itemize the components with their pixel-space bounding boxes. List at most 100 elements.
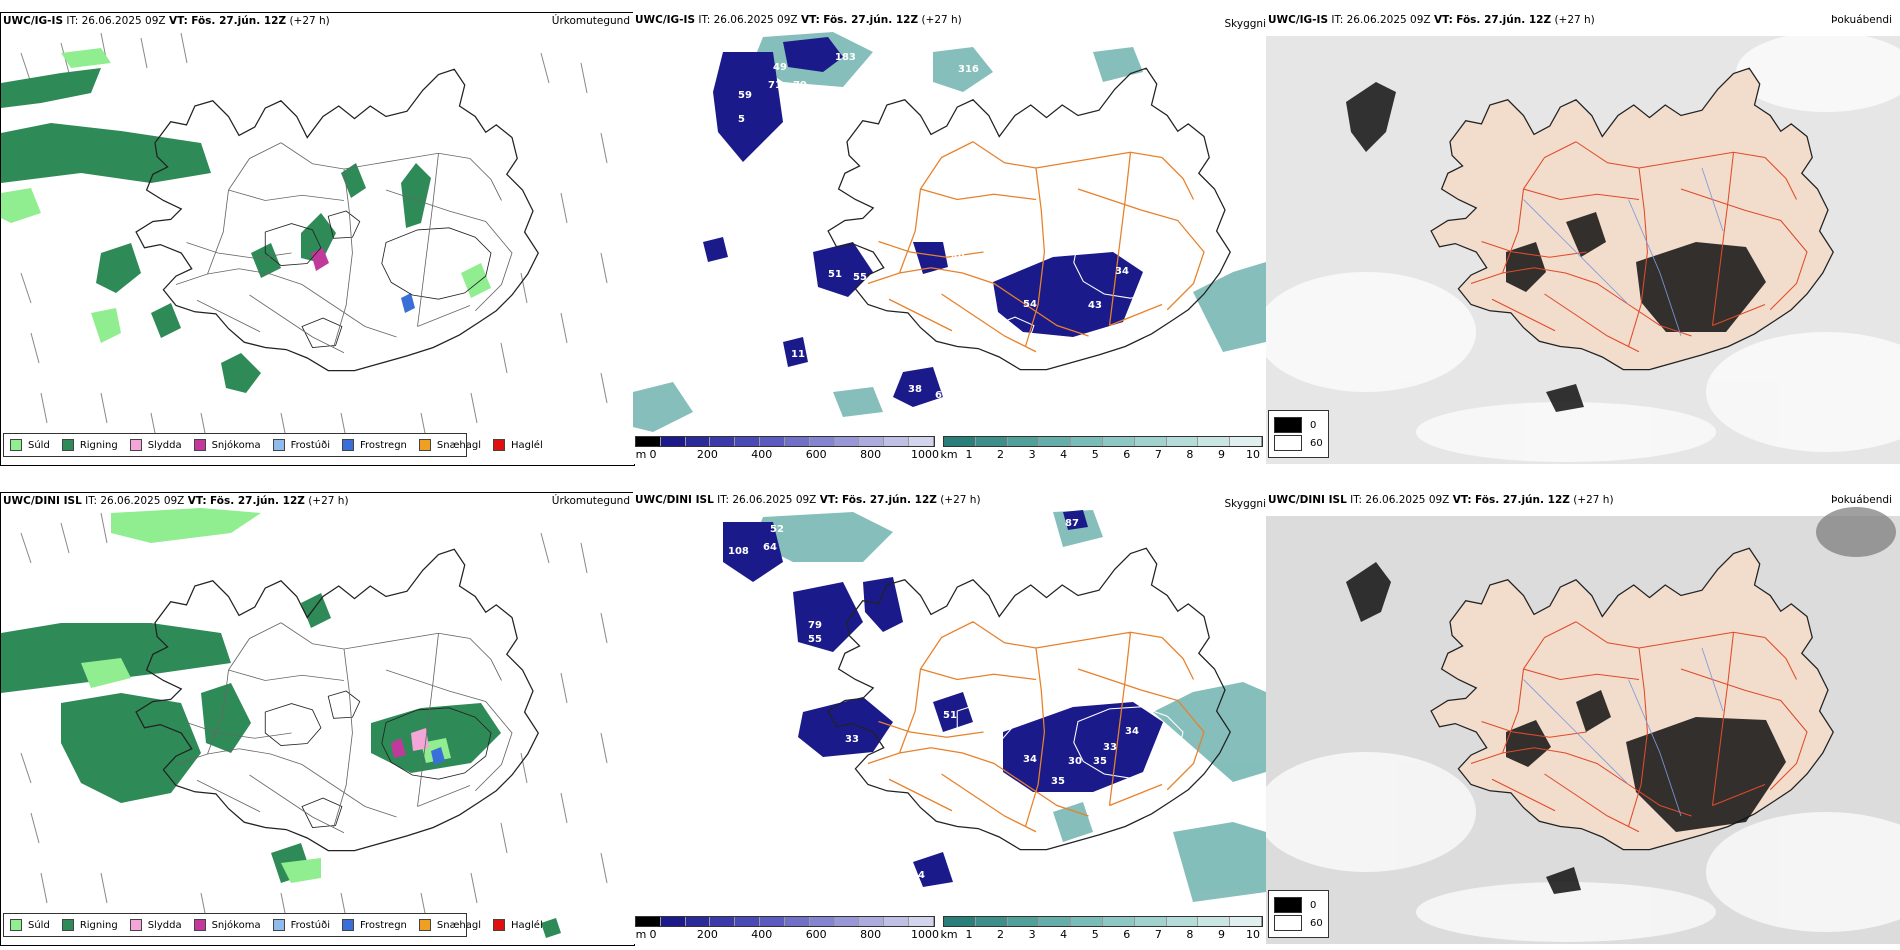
colorbar-tick: 7: [1154, 448, 1162, 461]
vis-number: 30: [1068, 756, 1082, 767]
colorbar-unit: km: [940, 448, 958, 461]
colorbar-segment: [884, 917, 910, 926]
vis-number: 64: [763, 542, 777, 553]
vis-number: 38: [908, 384, 922, 395]
freezing-rain-area: [401, 293, 415, 313]
colorbar-tick: 800: [860, 448, 882, 461]
fog-legend-item: 60: [1274, 915, 1323, 931]
colorbar-tick: 6: [1123, 928, 1131, 941]
fog-legend: 0 60: [1268, 410, 1329, 458]
vis-number: 79: [808, 620, 822, 631]
colorbar-segment: [1071, 437, 1103, 446]
vis-number: 33: [845, 734, 859, 745]
visibility-numbers: 52 64 108 87 79 55 33 51 34 33 30 35 34 …: [728, 518, 1139, 881]
colorbar-tick: 5: [1091, 928, 1099, 941]
colorbar-tick: 9: [1217, 928, 1225, 941]
drizzle-areas: [81, 508, 451, 883]
fog-indicator-map-top: UWC/IG-IS IT: 26.06.2025 09Z VT: Fös. 27…: [1266, 12, 1900, 464]
legend-item: Haglél: [493, 919, 543, 931]
colorbar-segment: [710, 437, 736, 446]
colorbar-segment: [784, 437, 810, 446]
colorbar-segment: [1230, 437, 1262, 446]
colorbar-segment: [760, 437, 785, 446]
vis-number: 87: [1065, 518, 1079, 529]
colorbar-tick: 800: [860, 928, 882, 941]
legend-item: Frostúði: [272, 919, 330, 931]
legend-item: Slydda: [129, 439, 182, 451]
colorbar-segment: [1102, 917, 1135, 926]
visibility-colorbar: km 1 2 3 4 5 6 7 8 9 10: [940, 916, 1263, 941]
legend-item: Rigning: [61, 439, 118, 451]
visibility-areas: [753, 510, 1266, 902]
colorbar-segment: [1071, 917, 1103, 926]
colorbar-segment: [1039, 437, 1072, 446]
snow-area: [391, 738, 406, 758]
panel-title: Skyggni: [1224, 498, 1267, 510]
vis-number: 55: [853, 272, 867, 283]
legend-item: Slydda: [129, 919, 182, 931]
colorbar-tick: 7: [1154, 928, 1162, 941]
colorbar-segment: [1134, 917, 1167, 926]
colorbar-segment: [735, 437, 761, 446]
legend-item: Súld: [10, 439, 50, 451]
colorbar-segment: [710, 917, 736, 926]
vis-number: 51: [943, 710, 957, 721]
precip-type-map-bottom: UWC/DINI ISL IT: 26.06.2025 09Z VT: Fös.…: [0, 492, 635, 946]
colorbar-tick: 3: [1028, 448, 1036, 461]
visibility-map-canvas: 183 49 71 79 59 5 91 316 49 51 55 54 43 …: [633, 32, 1266, 432]
wind-barbs: [20, 512, 608, 924]
visibility-map-bottom: UWC/DINI ISL IT: 26.06.2025 09Z VT: Fös.…: [633, 492, 1266, 944]
sleet-areas: [411, 728, 429, 751]
vis-number: 11: [791, 349, 805, 360]
panel-header: UWC/IG-IS IT: 26.06.2025 09Z VT: Fös. 27…: [1268, 14, 1595, 26]
fog-areas: [1346, 82, 1766, 412]
colorbar-segment: [909, 437, 934, 446]
colorbar-tick: 10: [1246, 448, 1260, 461]
vis-number: 34: [1125, 726, 1139, 737]
colorbar-segment: [784, 917, 810, 926]
vis-number: 34: [911, 870, 925, 881]
colorbar-segment: [834, 917, 860, 926]
precip-map-canvas: [1, 508, 608, 938]
colorbar-segment: [884, 437, 910, 446]
colorbar-segment: [909, 917, 934, 926]
colorbar-tick: 5: [1091, 448, 1099, 461]
colorbar-tick: 8: [1186, 448, 1194, 461]
drizzle-areas: [1, 48, 491, 343]
legend-item: Rigning: [61, 919, 118, 931]
legend-item: Súld: [10, 919, 50, 931]
colorbar-tick: 10: [1246, 928, 1260, 941]
colorbar-segment: [975, 917, 1008, 926]
fog-map-canvas: [1266, 507, 1900, 944]
colorbar-segment: [944, 917, 976, 926]
panel-header: UWC/DINI ISL IT: 26.06.2025 09Z VT: Fös.…: [635, 494, 981, 506]
legend-item: Snæhagl: [418, 919, 481, 931]
visibility-colorbar: km 1 2 3 4 5 6 7 8 9 10: [940, 436, 1263, 461]
vis-number: 34: [1115, 266, 1129, 277]
vis-number: 34: [1023, 754, 1037, 765]
fog-legend-item: 60: [1274, 435, 1323, 451]
cloud-base-areas: [723, 510, 1163, 887]
visibility-areas: [633, 32, 1266, 432]
colorbar-segment: [1198, 437, 1231, 446]
vis-number: 38: [951, 830, 965, 841]
colorbar-tick: 1000: [911, 928, 939, 941]
colorbar-tick: 0: [649, 448, 657, 461]
colorbar-tick: 200: [696, 448, 718, 461]
vis-number: 62: [935, 390, 949, 401]
rain-areas: [1, 68, 431, 393]
colorbar-tick: 6: [1123, 448, 1131, 461]
colorbar-segment: [1007, 437, 1040, 446]
fog-map-canvas: [1266, 32, 1900, 464]
legend-item: Snjókoma: [193, 919, 261, 931]
visibility-map-top: UWC/IG-IS IT: 26.06.2025 09Z VT: Fös. 27…: [633, 12, 1266, 464]
legend-item: Frostúði: [272, 439, 330, 451]
colorbar-tick: 4: [1060, 448, 1068, 461]
colorbar-segment: [1039, 917, 1072, 926]
cloud-base-colorbar: m 0 200 400 600 800 1000: [635, 436, 939, 461]
freezing-rain-area: [431, 747, 445, 765]
colorbar-segment: [1134, 437, 1167, 446]
vis-number: 59: [738, 90, 752, 101]
panel-title: Úrkomutegund: [551, 495, 630, 507]
vis-number: 35: [1051, 776, 1065, 787]
